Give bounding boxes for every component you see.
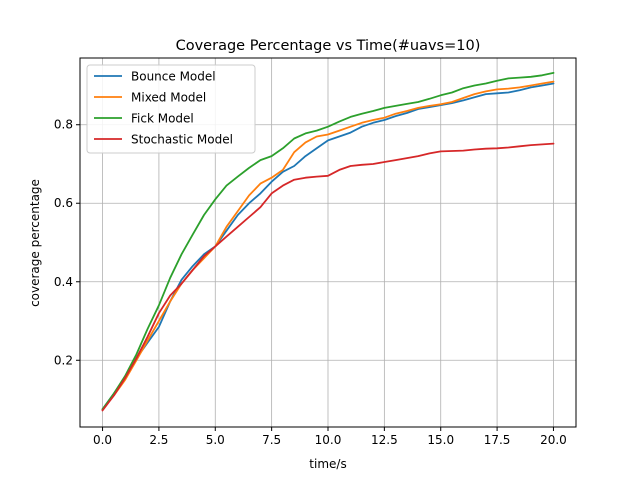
legend-label: Fick Model: [131, 112, 194, 126]
y-axis-label: coverage percentage: [28, 179, 42, 307]
x-axis-label: time/s: [309, 457, 346, 471]
y-tick-label: 0.6: [54, 196, 73, 210]
x-tick-label: 12.5: [371, 433, 398, 447]
legend-box: [86, 64, 256, 154]
y-tick-label: 0.8: [54, 118, 73, 132]
x-tick-label: 7.5: [262, 433, 281, 447]
x-tick-label: 10.0: [315, 433, 342, 447]
y-tick-label: 0.4: [54, 275, 73, 289]
legend-label: Stochastic Model: [131, 133, 233, 147]
x-axis-ticks: 0.0 2.5 5.0 7.5 10.0 12.5 15.0 17.5 20.0: [93, 427, 567, 447]
x-tick-label: 0.0: [93, 433, 112, 447]
legend-label: Mixed Model: [131, 91, 206, 105]
y-axis-ticks: 0.2 0.4 0.6 0.8: [54, 118, 80, 367]
series-line-2: [101, 72, 555, 411]
chart-title: Coverage Percentage vs Time(#uavs=10): [176, 38, 481, 54]
series-line-3: [101, 142, 555, 412]
x-tick-label: 5.0: [206, 433, 225, 447]
y-tick-label: 0.2: [54, 353, 73, 367]
x-tick-label: 2.5: [149, 433, 168, 447]
legend-label: Bounce Model: [131, 70, 216, 84]
series-line-1: [101, 80, 555, 411]
x-tick-label: 15.0: [427, 433, 454, 447]
x-tick-label: 17.5: [484, 433, 511, 447]
x-tick-label: 20.0: [540, 433, 567, 447]
legend: Bounce Model Mixed Model Fick Model Stochas…: [86, 64, 256, 154]
series-lines: [101, 72, 555, 412]
